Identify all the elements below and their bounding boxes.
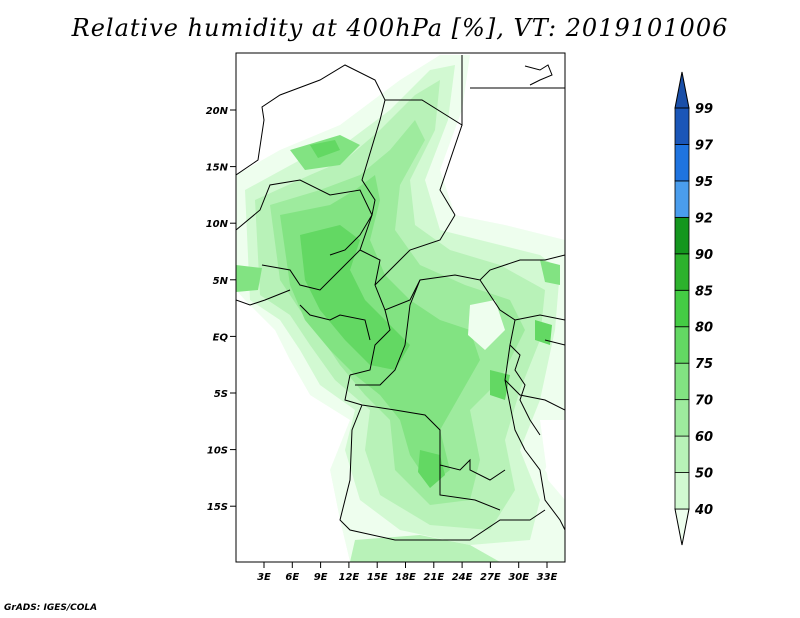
colorbar-label: 70: [695, 394, 713, 409]
lon-label: 9E: [314, 572, 328, 583]
lat-label: EQ: [213, 332, 229, 343]
lon-label: 30E: [508, 572, 529, 583]
colorbar-segment: [674, 216, 690, 255]
lon-label: 24E: [452, 572, 473, 583]
colorbar-label: 95: [695, 175, 713, 190]
colorbar-label: 90: [695, 248, 713, 263]
colorbar: 40 50 60 70 75 80 85 90 92 95 97 99: [674, 71, 714, 546]
colorbar-segment: [674, 180, 690, 218]
lon-label: 21E: [423, 572, 444, 583]
longitude-axis: 3E 6E 9E 12E 15E 18E 21E 24E 27E 30E 33E: [257, 562, 558, 583]
colorbar-label: 85: [695, 284, 713, 299]
lat-label: 5S: [214, 389, 228, 400]
lon-label: 6E: [285, 572, 299, 583]
colorbar-label: 80: [695, 321, 713, 336]
lon-label: 3E: [257, 572, 271, 583]
colorbar-label: 99: [695, 102, 713, 117]
colorbar-segment: [674, 253, 690, 291]
map-title: Relative humidity at 400hPa [%], VT: 201…: [71, 14, 729, 42]
colorbar-segment: [674, 326, 690, 364]
country-borders: [236, 55, 565, 541]
humidity-field: [236, 53, 565, 562]
colorbar-label: 50: [695, 467, 713, 482]
latitude-axis: 20N 15N 10N 5N EQ 5S 10S 15S: [206, 106, 236, 513]
colorbar-label: 75: [695, 357, 713, 372]
colorbar-segment: [674, 362, 690, 401]
lat-label: 20N: [206, 106, 229, 117]
lon-label: 33E: [537, 572, 558, 583]
colorbar-low-triangle: [674, 508, 690, 546]
lon-label: 12E: [339, 572, 360, 583]
lat-label: 15S: [207, 502, 228, 513]
map-frame: [235, 52, 566, 563]
colorbar-high-triangle: [674, 71, 690, 109]
colorbar-label: 97: [695, 138, 714, 153]
colorbar-segment: [674, 435, 690, 473]
lon-label: 15E: [367, 572, 388, 583]
colorbar-segment: [674, 107, 690, 145]
colorbar-label: 60: [695, 430, 713, 445]
colorbar-label: 92: [695, 211, 713, 226]
colorbar-segment: [674, 289, 690, 328]
colorbar-segment: [674, 144, 690, 182]
lat-label: 10S: [207, 446, 228, 457]
lat-label: 5N: [213, 276, 229, 287]
colorbar-segment: [674, 472, 690, 510]
colorbar-segment: [674, 399, 690, 437]
lat-label: 10N: [206, 219, 229, 230]
colorbar-label: 40: [694, 503, 713, 518]
credit-text: GrADS: IGES/COLA: [4, 603, 98, 613]
lon-label: 18E: [395, 572, 416, 583]
lat-label: 15N: [206, 163, 229, 174]
lon-label: 27E: [480, 572, 501, 583]
